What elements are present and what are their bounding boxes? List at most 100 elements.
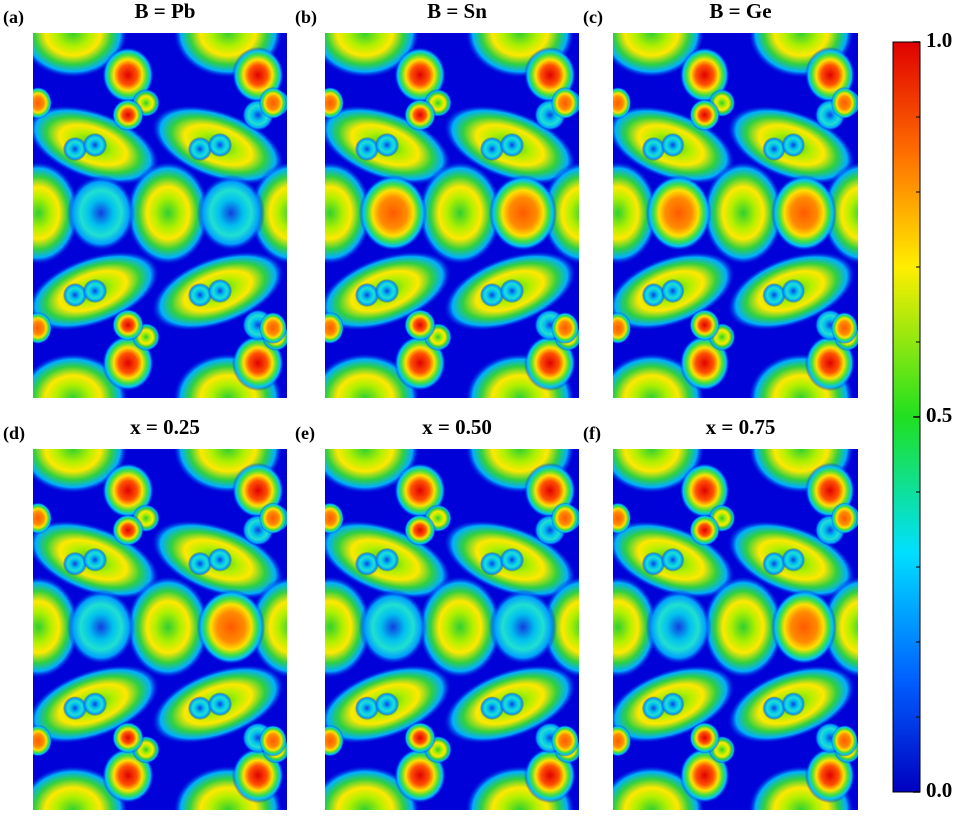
blob xyxy=(355,551,379,576)
blob xyxy=(188,551,212,576)
blob xyxy=(762,137,786,161)
blob xyxy=(489,589,557,665)
blob xyxy=(641,283,666,307)
blob xyxy=(689,99,721,131)
panel-title: x = 0.75 xyxy=(706,415,776,439)
blob xyxy=(67,589,135,665)
blob xyxy=(689,309,721,341)
elf-map xyxy=(613,33,858,398)
blob xyxy=(613,502,632,535)
blob xyxy=(613,87,632,119)
blob xyxy=(375,692,399,717)
blob xyxy=(781,279,805,303)
blob xyxy=(661,279,685,303)
panel-title: B = Sn xyxy=(427,0,487,23)
blob xyxy=(359,175,427,251)
elf-map xyxy=(33,33,287,398)
blob xyxy=(83,133,107,157)
blob xyxy=(355,137,379,161)
blob xyxy=(404,99,436,131)
blob xyxy=(661,547,685,572)
blob xyxy=(551,312,579,344)
panel-title: x = 0.25 xyxy=(130,415,200,439)
blob xyxy=(821,575,858,679)
blob xyxy=(325,87,344,119)
blob xyxy=(197,589,265,665)
blob xyxy=(480,551,504,576)
colorbar-tick-label: 1.0 xyxy=(926,28,952,52)
blob xyxy=(188,696,212,720)
blob xyxy=(375,279,399,303)
blob xyxy=(259,502,287,535)
blob xyxy=(355,283,379,307)
blob xyxy=(679,462,730,519)
blob xyxy=(489,175,557,251)
blob xyxy=(83,279,107,303)
blob xyxy=(500,547,524,572)
blob xyxy=(208,692,232,717)
blob xyxy=(613,312,632,344)
blob xyxy=(781,133,805,157)
blob xyxy=(63,696,87,720)
blob xyxy=(63,551,87,576)
blob xyxy=(126,575,210,679)
blob xyxy=(394,47,446,103)
blob xyxy=(112,514,144,546)
blob xyxy=(325,161,372,265)
blob xyxy=(404,309,436,341)
blob xyxy=(762,551,786,576)
blob xyxy=(613,161,659,265)
blob xyxy=(83,692,107,717)
blob xyxy=(551,724,579,757)
blob xyxy=(613,575,659,679)
blob xyxy=(259,87,287,119)
blob xyxy=(781,547,805,572)
blob xyxy=(781,692,805,717)
blob xyxy=(112,99,144,131)
blob xyxy=(112,309,144,341)
blob xyxy=(359,589,427,665)
blob xyxy=(63,137,87,161)
blob xyxy=(500,133,524,157)
blob xyxy=(67,175,135,251)
blob xyxy=(762,283,786,307)
blob xyxy=(702,161,784,265)
blob xyxy=(830,724,858,757)
panel-label: (d) xyxy=(3,423,25,444)
blob xyxy=(325,724,344,757)
elf-map xyxy=(613,449,858,810)
blob xyxy=(394,462,446,519)
blob xyxy=(33,87,52,119)
blob xyxy=(325,575,372,679)
blob xyxy=(771,589,837,665)
blob xyxy=(641,696,666,720)
elf-map xyxy=(33,449,287,810)
blob xyxy=(33,575,80,679)
blob xyxy=(551,87,579,119)
blob xyxy=(83,547,107,572)
blob xyxy=(188,137,212,161)
blob xyxy=(102,47,154,103)
blob xyxy=(830,312,858,344)
blob xyxy=(645,175,712,251)
blob xyxy=(325,312,344,344)
blob xyxy=(259,724,287,757)
panel-label: (a) xyxy=(3,7,24,28)
panel-label: (b) xyxy=(295,7,317,28)
blob xyxy=(645,589,712,665)
blob xyxy=(355,696,379,720)
blob xyxy=(208,547,232,572)
blob xyxy=(33,312,52,344)
blob xyxy=(641,137,666,161)
blob xyxy=(208,279,232,303)
blob xyxy=(641,551,666,576)
elf-map xyxy=(325,449,579,810)
panel-title: B = Ge xyxy=(709,0,771,23)
blob xyxy=(679,47,730,103)
blob xyxy=(325,502,344,535)
blob xyxy=(771,175,837,251)
blob xyxy=(702,575,784,679)
blob xyxy=(830,87,858,119)
blob xyxy=(661,692,685,717)
blob xyxy=(551,502,579,535)
